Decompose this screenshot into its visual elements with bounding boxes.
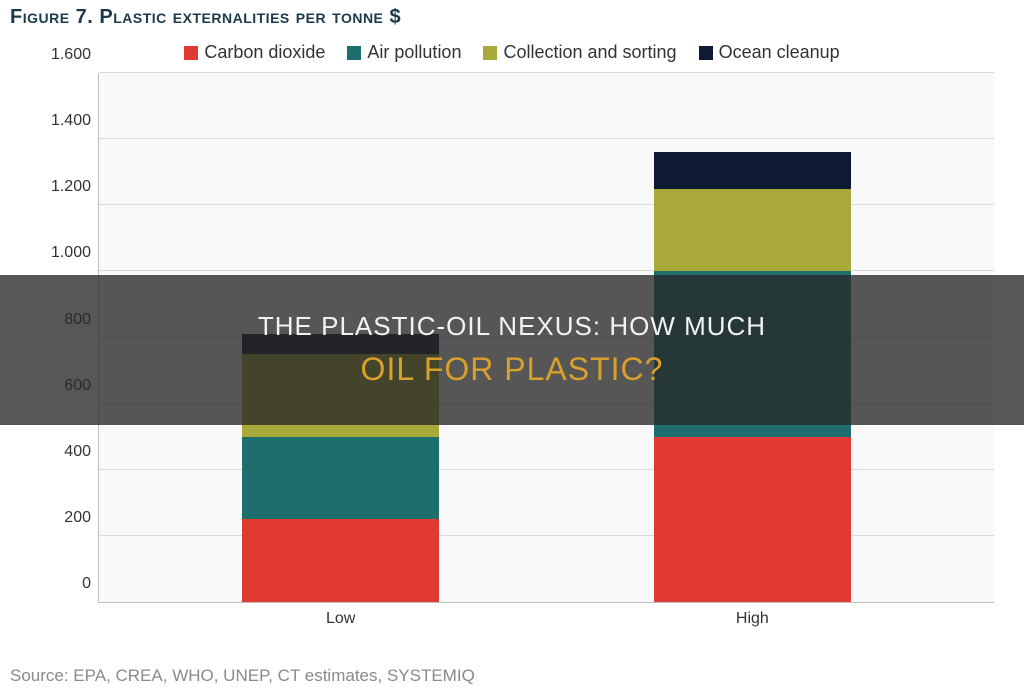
legend-item: Air pollution xyxy=(347,42,461,63)
bar-segment xyxy=(242,334,439,354)
grid-line xyxy=(99,535,994,536)
legend-item: Collection and sorting xyxy=(483,42,676,63)
legend-label: Collection and sorting xyxy=(503,42,676,63)
y-tick-label: 800 xyxy=(29,311,91,329)
grid-line xyxy=(99,469,994,470)
x-tick-label: Low xyxy=(326,602,355,628)
legend-label: Carbon dioxide xyxy=(204,42,325,63)
legend-swatch xyxy=(699,46,713,60)
bar-group xyxy=(654,152,851,602)
x-tick-label: High xyxy=(736,602,769,628)
grid-line xyxy=(99,337,994,338)
bar-segment xyxy=(654,271,851,436)
bar-segment xyxy=(242,354,439,437)
y-tick-label: 400 xyxy=(29,443,91,461)
y-tick-label: 1.200 xyxy=(29,178,91,196)
bar-segment xyxy=(654,189,851,272)
y-tick-label: 1.000 xyxy=(29,244,91,262)
y-tick-label: 600 xyxy=(29,377,91,395)
legend-swatch xyxy=(483,46,497,60)
grid-line xyxy=(99,72,994,73)
figure-title: Figure 7. Plastic externalities per tonn… xyxy=(0,0,1024,29)
grid-line xyxy=(99,270,994,271)
y-tick-label: 1.600 xyxy=(29,46,91,64)
y-axis-label: $/t xyxy=(0,338,4,356)
y-tick-label: 200 xyxy=(29,509,91,527)
bar-group xyxy=(242,334,439,602)
y-tick-label: 1.400 xyxy=(29,112,91,130)
legend: Carbon dioxide Air pollution Collection an… xyxy=(10,38,1014,73)
bar-segment xyxy=(654,437,851,602)
grid-line xyxy=(99,204,994,205)
legend-label: Ocean cleanup xyxy=(719,42,840,63)
source-caption: Source: EPA, CREA, WHO, UNEP, CT estimat… xyxy=(10,666,475,686)
plot-area: $/t 02004006008001.0001.2001.4001.600Low… xyxy=(98,73,994,603)
bar-segment xyxy=(242,519,439,602)
grid-line xyxy=(99,138,994,139)
legend-item: Carbon dioxide xyxy=(184,42,325,63)
legend-label: Air pollution xyxy=(367,42,461,63)
legend-item: Ocean cleanup xyxy=(699,42,840,63)
legend-swatch xyxy=(347,46,361,60)
bar-segment xyxy=(654,152,851,188)
legend-swatch xyxy=(184,46,198,60)
chart: Carbon dioxide Air pollution Collection an… xyxy=(10,38,1014,642)
y-tick-label: 0 xyxy=(29,575,91,593)
grid-line xyxy=(99,403,994,404)
bar-segment xyxy=(242,437,439,520)
